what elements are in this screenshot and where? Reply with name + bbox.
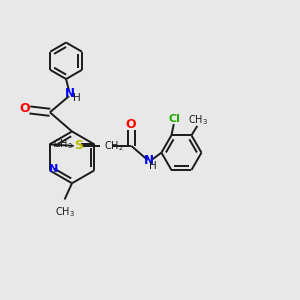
Text: CH$_3$: CH$_3$: [188, 113, 208, 127]
Text: H: H: [149, 161, 157, 172]
Text: O: O: [126, 118, 136, 131]
Text: CH$_2$: CH$_2$: [104, 139, 124, 153]
Text: CH$_3$: CH$_3$: [53, 137, 73, 151]
Text: Cl: Cl: [168, 114, 180, 124]
Text: CH$_3$: CH$_3$: [55, 205, 75, 219]
Text: N: N: [49, 164, 58, 174]
Text: H: H: [74, 94, 81, 103]
Text: O: O: [20, 102, 31, 115]
Text: N: N: [144, 154, 154, 167]
Text: N: N: [65, 87, 75, 100]
Text: S: S: [74, 140, 83, 152]
